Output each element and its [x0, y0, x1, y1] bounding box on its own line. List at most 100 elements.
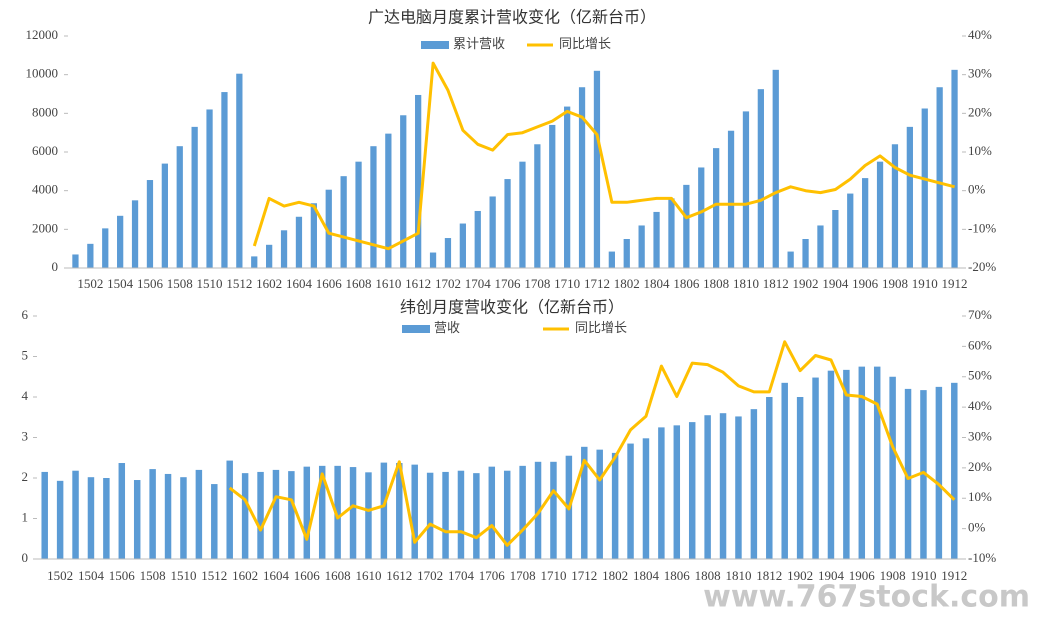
legend-label: 营收	[434, 320, 460, 335]
x-tick-label: 1810	[725, 568, 751, 583]
bar	[802, 239, 809, 268]
x-tick-label: 1808	[695, 568, 721, 583]
x-tick-label: 1508	[140, 568, 166, 583]
x-tick-label: 1508	[167, 276, 193, 291]
x-tick-label: 1912	[941, 568, 967, 583]
bar	[904, 388, 912, 559]
bar	[704, 415, 711, 559]
bar	[921, 108, 928, 268]
x-tick-label: 1504	[78, 568, 105, 583]
y2-tick-label: 10%	[968, 489, 992, 504]
legend-swatch	[402, 325, 430, 333]
x-tick-label: 1912	[942, 276, 968, 291]
y-tick-label: 10000	[26, 66, 59, 81]
bar	[195, 469, 203, 559]
y2-tick-label: -20%	[968, 259, 996, 274]
bar	[280, 230, 288, 268]
bar	[936, 87, 943, 268]
bar	[503, 470, 511, 559]
y2-tick-label: 20%	[968, 459, 992, 474]
x-tick-label: 1702	[417, 568, 443, 583]
bar	[812, 377, 819, 559]
bar	[638, 225, 645, 268]
x-tick-label: 1802	[614, 276, 640, 291]
bar	[226, 460, 233, 559]
y-tick-label: 6	[22, 307, 29, 322]
bar	[442, 471, 449, 559]
bar	[489, 196, 496, 268]
bar	[534, 144, 541, 268]
bar	[272, 469, 280, 559]
x-tick-label: 1510	[197, 276, 223, 291]
y2-tick-label: 10%	[968, 143, 992, 158]
x-tick-label: 1512	[226, 276, 252, 291]
x-tick-label: 1506	[137, 276, 164, 291]
bar	[380, 462, 388, 559]
watermark: www.767stock.com	[703, 580, 1030, 615]
bar	[429, 252, 437, 268]
x-tick-label: 1706	[495, 276, 522, 291]
bar	[102, 228, 109, 268]
x-tick-label: 1608	[325, 568, 351, 583]
x-tick-label: 1504	[107, 276, 134, 291]
x-tick-label: 1512	[201, 568, 227, 583]
bar	[757, 89, 764, 269]
y2-tick-label: 30%	[968, 428, 992, 443]
bar	[349, 467, 357, 559]
x-tick-label: 1502	[77, 276, 103, 291]
bar	[411, 464, 418, 559]
y2-tick-label: 0%	[968, 520, 986, 535]
bar	[698, 167, 705, 268]
x-tick-label: 1806	[664, 568, 691, 583]
bar	[642, 438, 650, 559]
x-tick-label: 1804	[633, 568, 660, 583]
y2-tick-label: 40%	[968, 27, 992, 42]
y2-tick-label: 0%	[968, 182, 986, 197]
bar	[935, 386, 943, 559]
bar	[549, 124, 556, 268]
bar	[653, 211, 660, 268]
y2-tick-label: 30%	[968, 66, 992, 81]
bar	[891, 144, 899, 268]
x-tick-label: 1506	[109, 568, 136, 583]
x-tick-label: 1606	[294, 568, 321, 583]
bar	[257, 471, 264, 559]
bar	[843, 369, 850, 559]
bar	[847, 193, 854, 268]
x-tick-label: 1810	[733, 276, 759, 291]
x-tick-label: 1904	[822, 276, 849, 291]
bar	[310, 203, 317, 268]
x-tick-label: 1812	[756, 568, 782, 583]
y-tick-label: 2000	[32, 220, 58, 235]
chart-title: 纬创月度营收变化（亿新台币）	[400, 299, 624, 317]
bar	[117, 215, 124, 268]
x-tick-label: 1602	[232, 568, 258, 583]
bar	[133, 480, 141, 559]
bar	[365, 472, 372, 559]
bar	[87, 477, 95, 559]
x-tick-label: 1904	[818, 568, 845, 583]
y-tick-label: 0	[22, 550, 29, 565]
x-tick-label: 1908	[880, 568, 906, 583]
x-tick-label: 1902	[787, 568, 813, 583]
bar	[474, 210, 481, 268]
bar	[72, 254, 79, 268]
y-tick-label: 5	[22, 347, 29, 362]
bar	[951, 69, 958, 268]
bar	[727, 130, 735, 268]
bar	[473, 473, 480, 559]
bar	[627, 443, 634, 559]
y-tick-label: 1	[22, 509, 29, 524]
x-tick-label: 1612	[386, 568, 412, 583]
bar	[295, 216, 303, 268]
bar	[426, 472, 434, 559]
bar	[118, 463, 126, 559]
bar	[72, 470, 79, 559]
bar	[593, 70, 601, 268]
x-tick-label: 1712	[584, 276, 610, 291]
bar	[385, 133, 392, 268]
x-tick-label: 1710	[540, 568, 566, 583]
x-tick-label: 1708	[510, 568, 536, 583]
bar	[370, 146, 377, 268]
